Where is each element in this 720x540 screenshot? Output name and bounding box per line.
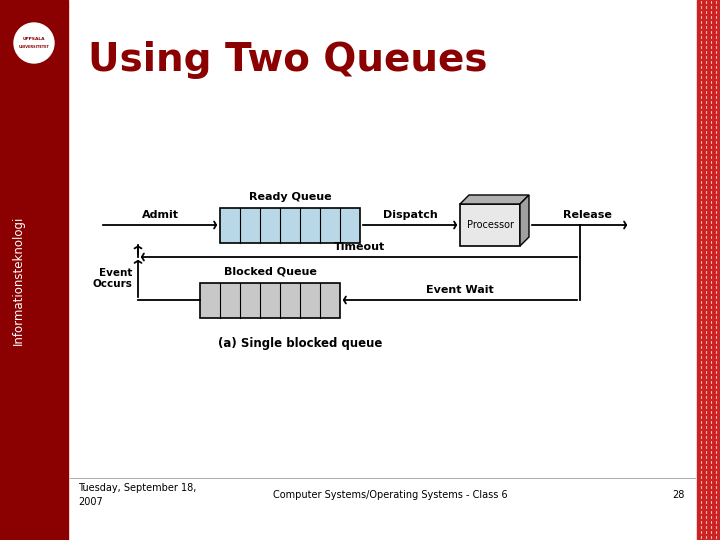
- Text: Tuesday, September 18,
2007: Tuesday, September 18, 2007: [78, 483, 197, 507]
- Text: Ready Queue: Ready Queue: [248, 192, 331, 201]
- Bar: [220, 207, 360, 242]
- Text: UNIVERSITETET: UNIVERSITETET: [19, 45, 50, 49]
- Text: Computer Systems/Operating Systems - Class 6: Computer Systems/Operating Systems - Cla…: [273, 490, 508, 500]
- Circle shape: [14, 23, 54, 63]
- Bar: [460, 204, 520, 246]
- Polygon shape: [460, 195, 529, 204]
- Text: Release: Release: [563, 210, 612, 220]
- Text: (a) Single blocked queue: (a) Single blocked queue: [218, 338, 382, 350]
- Text: Event Wait: Event Wait: [426, 285, 494, 295]
- Text: UPPSALA: UPPSALA: [23, 37, 45, 41]
- Bar: [0, 0, 68, 540]
- Text: 28: 28: [672, 490, 685, 500]
- Text: Admit: Admit: [142, 210, 179, 220]
- Bar: [697, 0, 720, 540]
- Bar: [200, 282, 340, 318]
- Text: Using Two Queues: Using Two Queues: [88, 41, 487, 79]
- Polygon shape: [520, 195, 529, 246]
- Text: Informationsteknologi: Informationsteknologi: [12, 215, 24, 345]
- Text: Blocked Queue: Blocked Queue: [224, 267, 316, 276]
- Text: Processor: Processor: [467, 220, 513, 230]
- Text: Event
Occurs: Event Occurs: [92, 268, 132, 289]
- Text: Dispatch: Dispatch: [382, 210, 437, 220]
- Text: Timeout: Timeout: [333, 242, 384, 252]
